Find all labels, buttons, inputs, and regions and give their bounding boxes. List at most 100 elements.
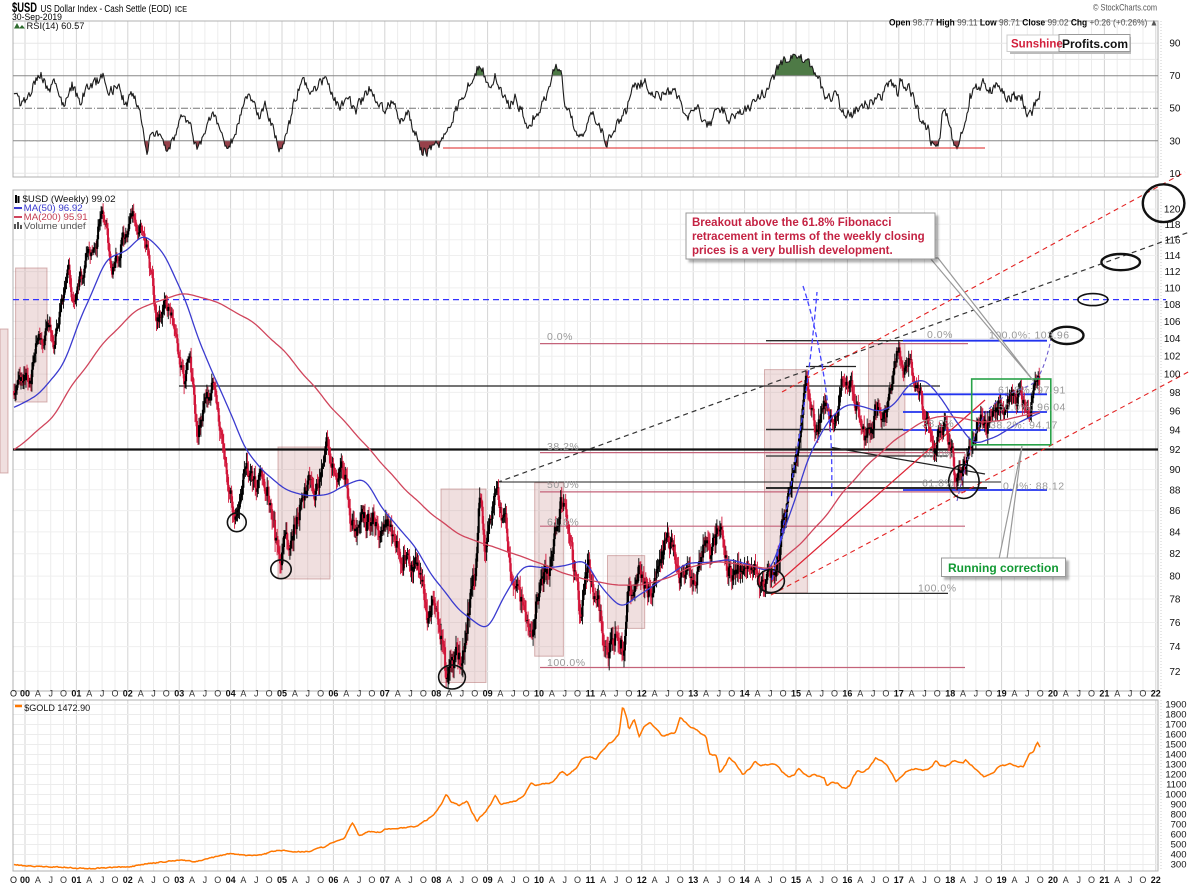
svg-text:O: O bbox=[728, 875, 735, 885]
svg-text:O: O bbox=[317, 689, 324, 699]
svg-text:A: A bbox=[240, 875, 246, 885]
svg-text:30: 30 bbox=[1169, 136, 1181, 147]
svg-text:O: O bbox=[1088, 689, 1095, 699]
svg-text:J: J bbox=[511, 689, 516, 699]
svg-text:16: 16 bbox=[842, 689, 852, 699]
svg-text:O: O bbox=[266, 689, 273, 699]
svg-text:76: 76 bbox=[1169, 618, 1181, 629]
svg-text:A: A bbox=[703, 875, 709, 885]
svg-text:J: J bbox=[922, 689, 927, 699]
svg-text:92: 92 bbox=[1169, 445, 1181, 456]
svg-text:O: O bbox=[985, 689, 992, 699]
svg-text:86: 86 bbox=[1169, 506, 1181, 517]
svg-text:19: 19 bbox=[997, 689, 1007, 699]
svg-text:J: J bbox=[151, 875, 156, 885]
svg-text:1300: 1300 bbox=[1165, 760, 1186, 771]
svg-text:O: O bbox=[625, 689, 632, 699]
svg-text:O: O bbox=[1037, 689, 1044, 699]
svg-text:61.8%: 61.8% bbox=[922, 478, 954, 490]
svg-text:08: 08 bbox=[431, 875, 441, 885]
svg-text:J: J bbox=[305, 875, 310, 885]
svg-text:500: 500 bbox=[1171, 840, 1187, 851]
svg-text:A: A bbox=[960, 875, 966, 885]
svg-text:O: O bbox=[934, 689, 941, 699]
svg-text:O: O bbox=[266, 875, 273, 885]
svg-text:O: O bbox=[214, 875, 221, 885]
svg-text:O: O bbox=[1139, 875, 1146, 885]
svg-text:J: J bbox=[974, 875, 979, 885]
svg-text:© StockCharts.com: © StockCharts.com bbox=[1093, 3, 1157, 14]
svg-text:300: 300 bbox=[1171, 860, 1187, 871]
svg-text:J: J bbox=[408, 689, 413, 699]
svg-text:05: 05 bbox=[277, 875, 287, 885]
svg-text:120: 120 bbox=[1164, 205, 1181, 216]
svg-text:04: 04 bbox=[226, 875, 236, 885]
svg-text:100.0%: 100.0% bbox=[918, 583, 957, 595]
svg-text:J: J bbox=[665, 689, 670, 699]
svg-text:15: 15 bbox=[791, 689, 801, 699]
svg-text:J: J bbox=[974, 689, 979, 699]
svg-text:94: 94 bbox=[1169, 426, 1181, 437]
svg-text:118: 118 bbox=[1165, 220, 1181, 231]
svg-text:J: J bbox=[665, 875, 670, 885]
svg-text:A: A bbox=[600, 689, 606, 699]
svg-text:A: A bbox=[446, 875, 452, 885]
svg-text:Running correction: Running correction bbox=[948, 561, 1059, 575]
svg-text:50.0%: 96.04: 50.0%: 96.04 bbox=[998, 402, 1066, 414]
svg-text:J: J bbox=[48, 875, 53, 885]
svg-text:A: A bbox=[292, 689, 298, 699]
svg-text:102: 102 bbox=[1164, 352, 1181, 363]
svg-text:15: 15 bbox=[791, 875, 801, 885]
svg-text:J: J bbox=[357, 689, 362, 699]
svg-text:O: O bbox=[471, 689, 478, 699]
svg-text:A: A bbox=[857, 689, 863, 699]
svg-text:10: 10 bbox=[534, 875, 544, 885]
svg-text:O: O bbox=[420, 689, 427, 699]
svg-text:11: 11 bbox=[586, 689, 596, 699]
svg-text:12: 12 bbox=[637, 689, 647, 699]
svg-text:1400: 1400 bbox=[1165, 750, 1186, 761]
svg-text:72: 72 bbox=[1169, 667, 1181, 678]
svg-text:O: O bbox=[780, 875, 787, 885]
svg-text:14: 14 bbox=[740, 689, 750, 699]
svg-text:J: J bbox=[357, 875, 362, 885]
svg-text:100: 100 bbox=[1164, 370, 1181, 381]
svg-text:03: 03 bbox=[174, 875, 184, 885]
svg-text:O: O bbox=[111, 689, 118, 699]
svg-text:O: O bbox=[574, 689, 581, 699]
svg-text:17: 17 bbox=[894, 689, 904, 699]
svg-text:O: O bbox=[882, 875, 889, 885]
svg-text:17: 17 bbox=[894, 875, 904, 885]
svg-text:J: J bbox=[100, 875, 105, 885]
svg-text:A: A bbox=[703, 689, 709, 699]
svg-text:J: J bbox=[819, 689, 824, 699]
svg-text:13: 13 bbox=[688, 875, 698, 885]
svg-text:1700: 1700 bbox=[1165, 720, 1186, 731]
svg-text:38.2%: 94.17: 38.2%: 94.17 bbox=[990, 420, 1058, 432]
svg-text:J: J bbox=[48, 689, 53, 699]
svg-text:A: A bbox=[652, 875, 658, 885]
svg-text:06: 06 bbox=[328, 875, 338, 885]
svg-text:O: O bbox=[368, 875, 375, 885]
svg-text:A: A bbox=[240, 689, 246, 699]
svg-text:98: 98 bbox=[1169, 388, 1181, 399]
svg-text:110: 110 bbox=[1165, 283, 1181, 294]
svg-text:10: 10 bbox=[534, 689, 544, 699]
svg-text:O: O bbox=[214, 689, 221, 699]
svg-text:A: A bbox=[446, 689, 452, 699]
svg-text:O: O bbox=[523, 875, 530, 885]
svg-text:19: 19 bbox=[997, 875, 1007, 885]
svg-text:0.0%: 0.0% bbox=[927, 329, 953, 341]
svg-text:108: 108 bbox=[1164, 300, 1181, 311]
svg-text:J: J bbox=[203, 875, 208, 885]
svg-text:A: A bbox=[652, 689, 658, 699]
svg-text:J: J bbox=[151, 689, 156, 699]
svg-text:80: 80 bbox=[1169, 572, 1181, 583]
svg-text:J: J bbox=[819, 875, 824, 885]
svg-text:A: A bbox=[960, 689, 966, 699]
svg-text:0.0%: 0.0% bbox=[547, 331, 573, 343]
svg-text:J: J bbox=[1128, 689, 1133, 699]
svg-text:90: 90 bbox=[1169, 465, 1181, 476]
svg-text:A: A bbox=[549, 689, 555, 699]
svg-text:Open 98.77 High 99.11 Low 98.7: Open 98.77 High 99.11 Low 98.71 Close 99… bbox=[889, 18, 1158, 29]
